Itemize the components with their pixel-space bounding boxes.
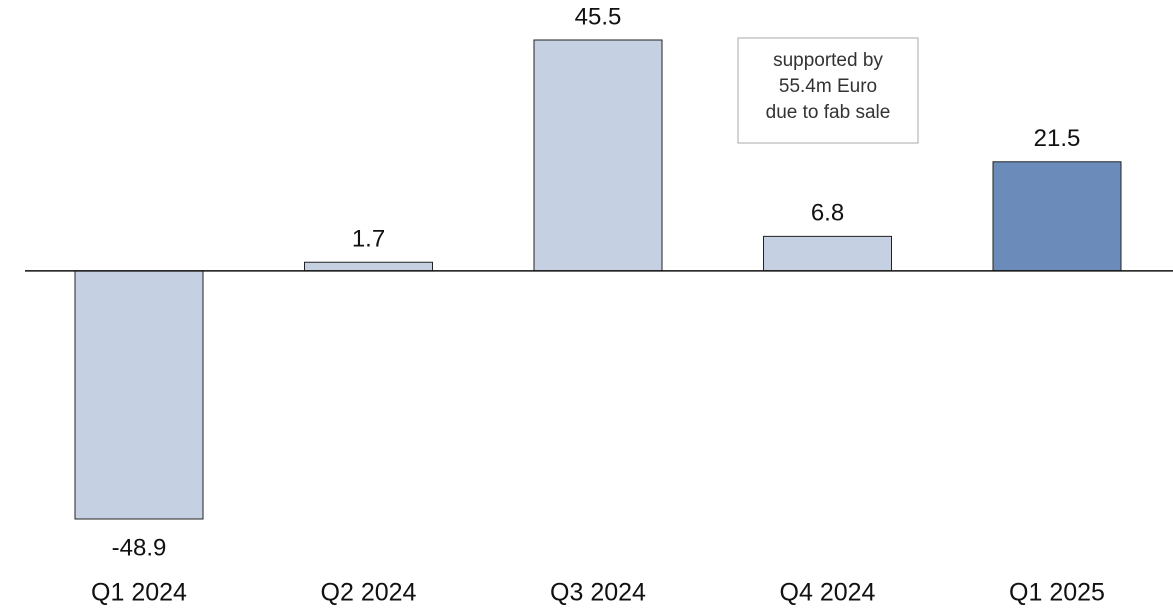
annotation-text: due to fab sale (766, 102, 891, 123)
annotation-text: supported by (773, 50, 883, 71)
bar (992, 161, 1122, 272)
x-tick-label: Q1 2024 (91, 579, 187, 607)
data-label: 45.5 (575, 3, 622, 30)
x-tick-label: Q1 2025 (1009, 579, 1105, 607)
bar (74, 270, 204, 520)
data-label: 6.8 (811, 200, 844, 227)
data-label: 21.5 (1034, 125, 1081, 152)
bar (533, 39, 663, 272)
bar (763, 235, 892, 272)
bar (304, 261, 433, 272)
data-label: -48.9 (112, 534, 167, 561)
annotation-text: 55.4m Euro (779, 76, 877, 97)
x-tick-label: Q3 2024 (550, 579, 646, 607)
x-tick-label: Q2 2024 (321, 579, 417, 607)
x-tick-label: Q4 2024 (780, 579, 876, 607)
data-label: 1.7 (352, 226, 385, 253)
annotation-box (737, 37, 919, 144)
